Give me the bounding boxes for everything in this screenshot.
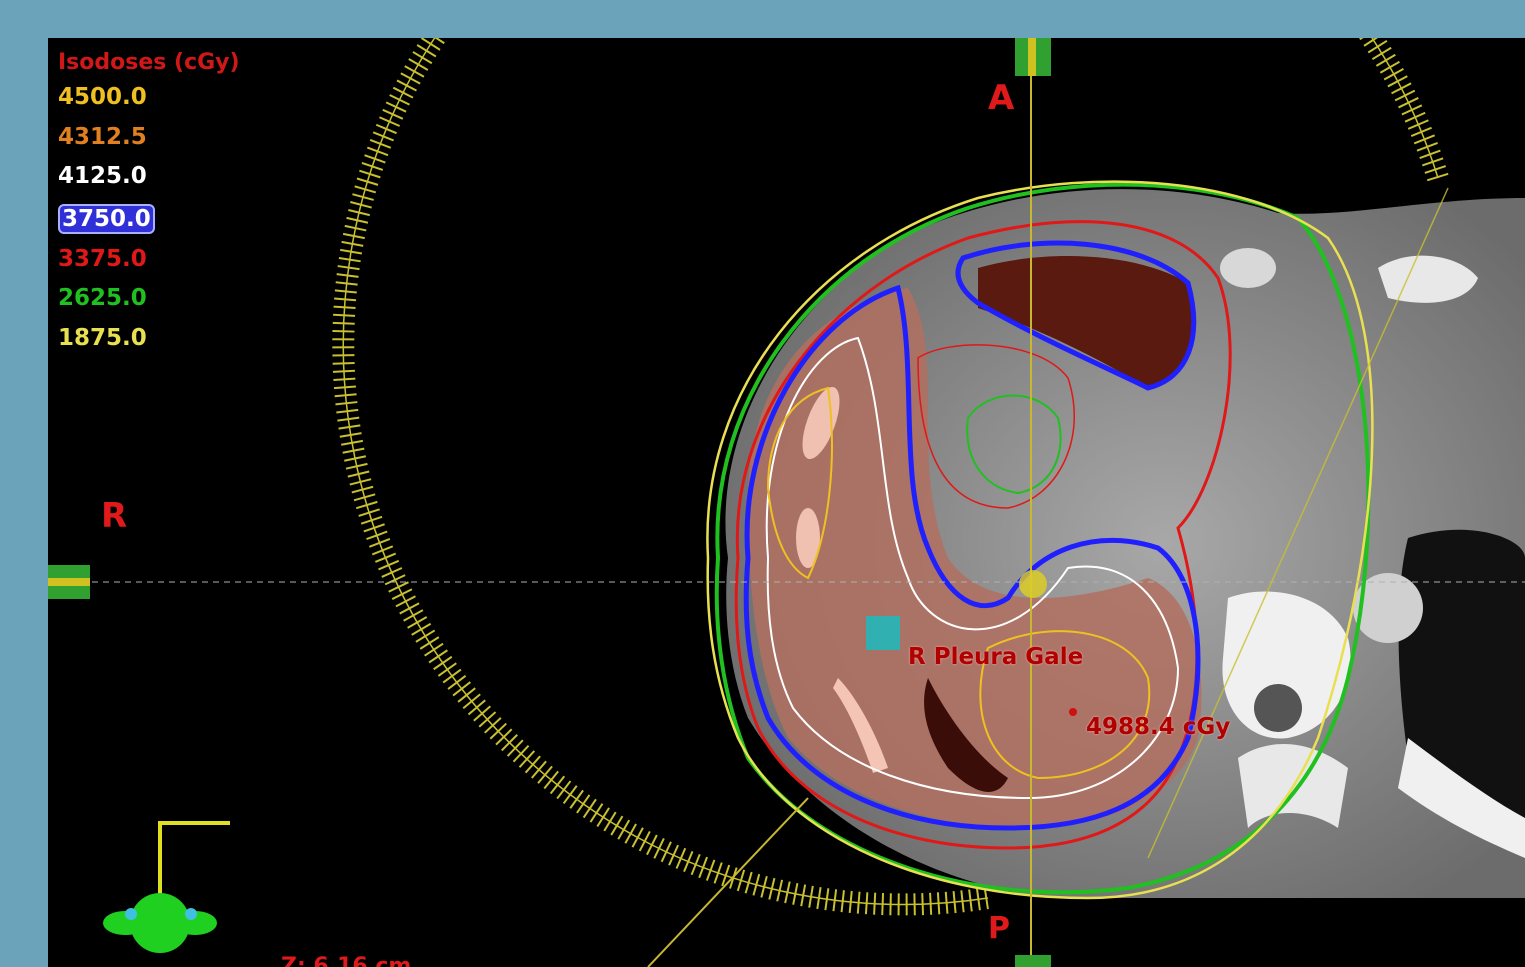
posterior-label: P [988, 911, 1010, 946]
bottom-marker[interactable] [1015, 955, 1051, 967]
right-label: R [101, 496, 128, 536]
isodose-4125 [765, 336, 1180, 800]
top-marker-center [1028, 38, 1036, 76]
dose-point-marker[interactable] [1069, 708, 1077, 716]
isodose-4500 [766, 386, 833, 580]
crosshair [48, 38, 1525, 967]
legend-item-4312[interactable]: 4312.5 [58, 123, 147, 150]
isodose-4312 [917, 344, 1076, 509]
isodose-3750b [955, 240, 1197, 391]
z-position-readout: Z: 6.16 cm [281, 954, 412, 967]
left-marker-center [48, 578, 90, 586]
isodose-curves [706, 180, 1374, 900]
legend-item-4125[interactable]: 4125.0 [58, 163, 147, 189]
gantry-scale-arc [332, 38, 1449, 916]
legend-title: Isodoses (cGy) [58, 50, 240, 75]
legend-item-3750[interactable]: 3750.0 [58, 203, 155, 234]
isocenter-marker[interactable] [1019, 570, 1047, 598]
isodose-3375 [734, 220, 1232, 850]
ct-viewport[interactable]: Isodoses (cGy) 4500.0 4312.5 4125.0 3750… [48, 38, 1525, 967]
isodose-1875 [706, 180, 1374, 900]
legend-item-3375[interactable]: 3375.0 [58, 245, 147, 272]
isodose-4500b [979, 630, 1151, 780]
structure-icon [866, 616, 900, 650]
isodose-3750 [743, 284, 1201, 831]
legend-item-2625[interactable]: 2625.0 [58, 285, 147, 311]
legend-item-1875[interactable]: 1875.0 [58, 324, 147, 351]
isodose-legend: Isodoses (cGy) 4500.0 4312.5 4125.0 3750… [58, 48, 240, 358]
structure-label: R Pleura Gale [908, 644, 1084, 670]
dose-point-label: 4988.4 cGy [1086, 714, 1231, 740]
isodose-inner-green [966, 394, 1062, 495]
anterior-label: A [988, 78, 1015, 118]
legend-item-4500[interactable]: 4500.0 [58, 84, 147, 110]
ct-slice-image [48, 38, 1525, 967]
orientation-widget [103, 821, 230, 953]
